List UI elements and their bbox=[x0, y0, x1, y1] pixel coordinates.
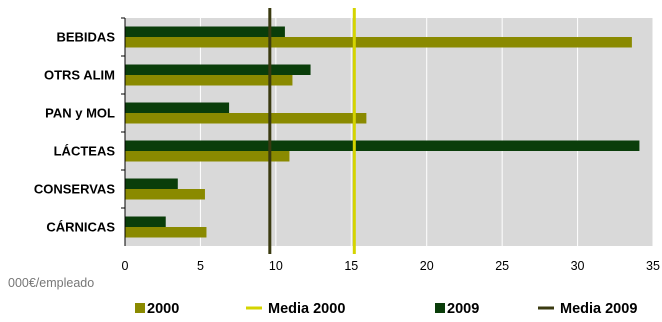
category-label: OTRS ALIM bbox=[44, 68, 115, 83]
legend-label: Media 2009 bbox=[560, 301, 637, 317]
category-label: BEBIDAS bbox=[56, 30, 115, 45]
legend: 2000 Media 2000 2009 Media 2009 bbox=[135, 301, 637, 317]
x-tick-label: 20 bbox=[420, 259, 434, 273]
x-tick-label: 35 bbox=[646, 259, 660, 273]
bar-2009-2 bbox=[125, 64, 311, 75]
bar-2000-6 bbox=[125, 227, 207, 238]
bar-2009-1 bbox=[125, 26, 285, 37]
x-tick-labels: 0 5 10 15 20 25 30 35 bbox=[122, 259, 660, 273]
x-tick-label: 15 bbox=[344, 259, 358, 273]
legend-label: 2000 bbox=[147, 301, 179, 317]
bar-2000-4 bbox=[125, 151, 290, 162]
x-tick-label: 0 bbox=[122, 259, 129, 273]
legend-label: 2009 bbox=[447, 301, 479, 317]
x-axis-unit-label: 000€/empleado bbox=[8, 276, 94, 290]
bar-2009-3 bbox=[125, 102, 230, 113]
category-label: PAN y MOL bbox=[45, 106, 115, 121]
gridlines bbox=[199, 18, 654, 246]
bar-2000-2 bbox=[125, 75, 293, 86]
category-label: CONSERVAS bbox=[34, 182, 115, 197]
category-label: CÁRNICAS bbox=[46, 220, 115, 235]
x-tick-label: 10 bbox=[269, 259, 283, 273]
bar-2009-4 bbox=[125, 140, 640, 151]
legend-swatch bbox=[435, 303, 445, 313]
bars bbox=[125, 26, 640, 238]
bar-2000-5 bbox=[125, 189, 205, 200]
bar-2000-3 bbox=[125, 113, 367, 124]
category-labels: BEBIDAS OTRS ALIM PAN y MOL LÁCTEAS CONSERVA… bbox=[34, 17, 125, 235]
x-tick-label: 5 bbox=[197, 259, 204, 273]
legend-label: Media 2000 bbox=[268, 301, 345, 317]
legend-swatch bbox=[135, 303, 145, 313]
bar-2000-1 bbox=[125, 37, 632, 48]
x-tick-label: 30 bbox=[571, 259, 585, 273]
bar-2009-5 bbox=[125, 178, 178, 189]
bar-2009-6 bbox=[125, 216, 166, 227]
x-tick-label: 25 bbox=[495, 259, 509, 273]
category-label: LÁCTEAS bbox=[54, 144, 116, 159]
reference-lines bbox=[268, 8, 356, 254]
plot-area bbox=[125, 18, 653, 246]
